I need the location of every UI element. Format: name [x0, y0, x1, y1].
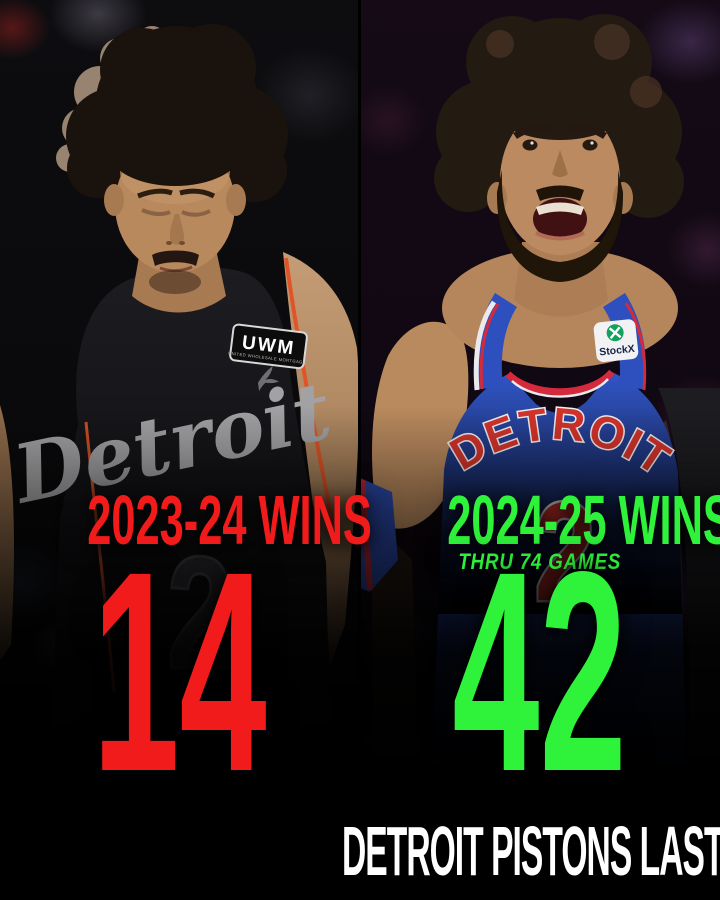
- player-face: [487, 84, 633, 282]
- player-arm: [371, 520, 420, 812]
- player-face: [104, 118, 246, 294]
- closed-eye: [181, 209, 211, 217]
- mustache: [536, 185, 584, 201]
- eyebrow: [513, 124, 554, 139]
- sponsor-patch-text: StockX: [599, 343, 636, 359]
- thru-games-sublabel-text: THRU 74 GAMES: [458, 549, 622, 574]
- teeth: [536, 202, 584, 215]
- jersey-number: 2: [167, 523, 234, 702]
- left-player-photo: Detroit UWM UNITED WHOLESALE MORTGAGE 2: [0, 24, 359, 812]
- eye: [522, 139, 538, 151]
- beard: [496, 170, 624, 282]
- jersey: [48, 267, 332, 812]
- eyebrow: [566, 124, 607, 139]
- eyebrow: [137, 188, 173, 199]
- hairline: [109, 118, 241, 186]
- mustache: [152, 250, 199, 266]
- closed-eye: [141, 208, 171, 217]
- jersey-trim: [84, 421, 116, 693]
- sponsor-patch-uwm: UWM UNITED WHOLESALE MORTGAGE: [228, 323, 308, 370]
- bottom-caption: DETROIT PISTONS LAST TWO SEASONS: [0, 816, 720, 886]
- lower-lip: [535, 231, 585, 241]
- right-player-photo: DETROIT 2 StockX: [360, 14, 720, 812]
- season-label-right-text: 2024-25 WINS: [447, 481, 720, 559]
- player-arm: [658, 388, 720, 812]
- jersey-trim: [624, 302, 647, 391]
- player-ear: [104, 184, 124, 216]
- wins-value-left: 14: [0, 530, 360, 815]
- stockx-x-icon: [608, 326, 622, 339]
- jersey: [430, 372, 688, 812]
- chin-beard: [149, 270, 201, 294]
- hair-highlight: [486, 24, 662, 108]
- eye: [582, 139, 598, 151]
- wins-value-left-text: 14: [92, 513, 268, 831]
- thru-games-sublabel: THRU 74 GAMES: [360, 551, 720, 573]
- nose: [169, 214, 185, 245]
- left-photo-panel: Detroit UWM UNITED WHOLESALE MORTGAGE 2: [0, 0, 360, 812]
- nose: [552, 150, 568, 177]
- jersey-number: 2: [535, 473, 596, 630]
- player-ear: [226, 184, 246, 216]
- season-label-left-text: 2023-24 WINS: [87, 481, 372, 559]
- eyebrow: [179, 188, 216, 199]
- season-label-left: 2023-24 WINS: [0, 485, 372, 555]
- player-arm: [0, 405, 14, 660]
- mouth: [159, 265, 193, 273]
- wins-value-right: 42: [360, 530, 720, 815]
- jersey-trim: [473, 300, 497, 391]
- jersey-strap: [475, 293, 518, 390]
- season-label-right: 2024-25 WINS: [360, 485, 720, 555]
- jersey-trim: [511, 378, 609, 398]
- jersey-edge: [366, 732, 406, 776]
- jersey-trim: [360, 479, 373, 591]
- jersey-trim: [284, 257, 335, 525]
- sponsor-patch-stockx: StockX: [593, 319, 639, 363]
- right-photo-panel: DETROIT 2 StockX: [360, 0, 720, 812]
- jumpman-logo: [258, 366, 279, 392]
- panel-divider: [358, 0, 361, 812]
- jersey-trim: [505, 369, 615, 396]
- jersey-trim: [479, 303, 500, 390]
- wins-value-right-text: 42: [452, 513, 628, 831]
- bottom-caption-text: DETROIT PISTONS LAST TWO SEASONS: [341, 812, 720, 890]
